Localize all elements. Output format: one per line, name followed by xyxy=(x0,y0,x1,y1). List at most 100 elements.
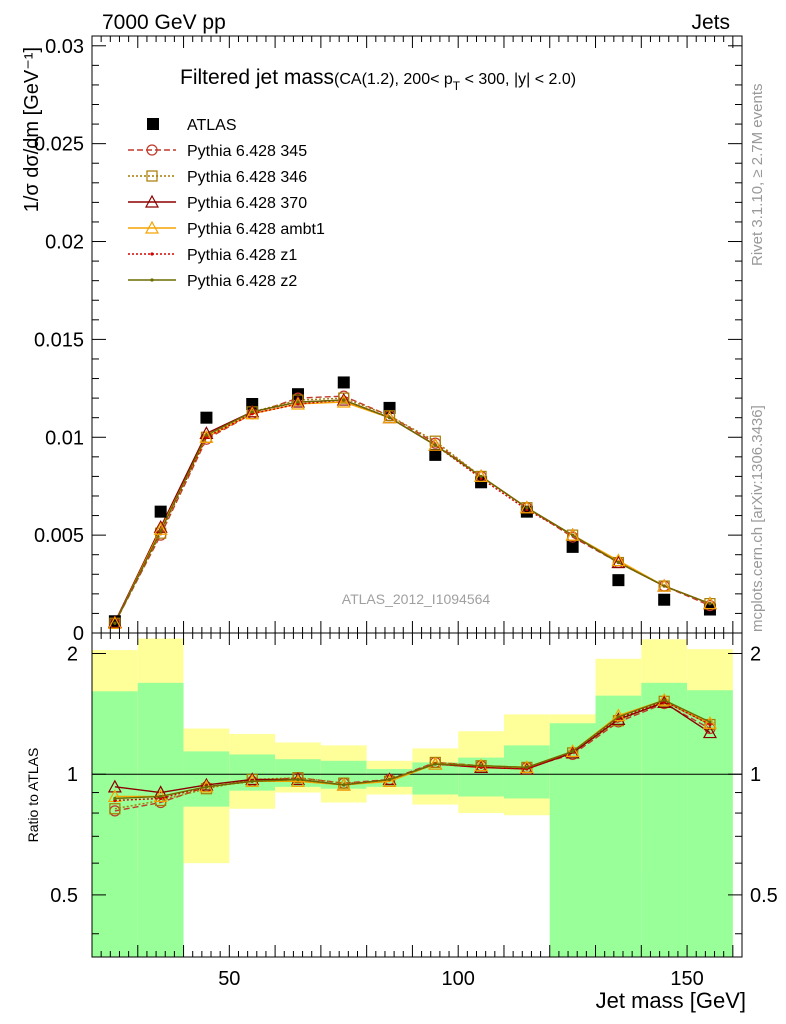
mc-series-line xyxy=(114,399,711,623)
mc-point xyxy=(474,469,489,483)
mc-point xyxy=(571,533,575,537)
data-point xyxy=(291,388,304,401)
mc-point xyxy=(433,443,437,447)
data-point xyxy=(566,540,579,553)
ratio-plot-area xyxy=(92,692,742,817)
legend-marker xyxy=(144,220,160,234)
mc-point xyxy=(616,560,621,565)
ratio-point xyxy=(113,796,117,801)
ratio-band-inner xyxy=(687,690,733,957)
legend-label: Pythia 6.428 ambt1 xyxy=(187,221,325,238)
mc-point xyxy=(382,410,397,424)
ratio-point xyxy=(708,720,712,724)
y-tick-label: 0.005 xyxy=(34,525,84,547)
x-tick-label: 100 xyxy=(442,968,475,990)
ratio-point xyxy=(387,777,392,782)
ratio-point xyxy=(109,803,121,815)
data-point xyxy=(429,448,442,461)
ratio-point xyxy=(250,779,254,783)
ratio-point xyxy=(708,722,712,727)
mc-point xyxy=(296,400,300,404)
legend: ATLAS Pythia 6.428 345 Pythia 6.428 346 Pyt… xyxy=(128,117,325,290)
ratio-band-inner xyxy=(137,682,184,957)
data-point xyxy=(154,505,167,518)
data-point xyxy=(703,603,716,616)
x-axis-label: Jet mass [GeV] xyxy=(596,988,746,1013)
ratio-point xyxy=(616,715,621,719)
ratio-point xyxy=(479,764,483,768)
ratio-point xyxy=(296,777,300,782)
analysis-watermark: ATLAS_2012_I1094564 xyxy=(342,591,491,607)
legend-label: Pythia 6.428 345 xyxy=(187,143,307,160)
ratio-point xyxy=(159,794,163,799)
legend-marker xyxy=(150,252,154,256)
source-label: mcplots.cern.ch [arXiv:1306.3436] xyxy=(749,405,766,632)
y-tick-label: 0.03 xyxy=(45,36,84,58)
ratio-point xyxy=(565,744,580,757)
mc-point xyxy=(611,553,626,567)
axes: 0 0.005 0.01 0.015 0.02 0.025 0.03 50 100 150 0.5 0… xyxy=(34,36,778,990)
ratio-point xyxy=(199,777,214,791)
header-right: Jets xyxy=(691,11,730,34)
legend-label: ATLAS xyxy=(187,117,237,134)
ratio-point xyxy=(657,692,672,706)
ratio-point xyxy=(204,785,209,789)
ratio-point xyxy=(571,749,575,753)
data-point xyxy=(658,593,671,606)
mc-point xyxy=(290,396,305,410)
mc-point xyxy=(245,406,260,420)
mc-point xyxy=(342,398,346,402)
ratio-point xyxy=(433,762,437,766)
mc-point xyxy=(662,584,666,588)
mc-point xyxy=(519,500,534,514)
mc-point xyxy=(290,394,305,408)
ratio-y-tick-label: 2 xyxy=(67,644,78,666)
mc-point xyxy=(107,615,122,629)
legend-label: Pythia 6.428 z1 xyxy=(187,247,297,264)
ratio-band-inner xyxy=(595,695,642,957)
ratio-y-tick-label: 0.5 xyxy=(50,885,78,907)
ratio-band-inner xyxy=(549,723,596,957)
data-point xyxy=(200,411,213,424)
main-ylabel: 1/σ dσ/dm [GeV⁻¹] xyxy=(21,47,43,212)
mc-series-line xyxy=(114,399,711,624)
ratio-band-inner xyxy=(458,757,504,797)
ratio-y-tick-label: 1 xyxy=(67,764,78,786)
mc-point xyxy=(113,621,117,625)
data-point xyxy=(520,505,533,518)
ratio-series-line xyxy=(114,699,711,800)
mc-point xyxy=(159,529,163,533)
ratio-point xyxy=(702,715,717,729)
ratio-y-tick-label-right: 1 xyxy=(750,764,761,786)
mc-point xyxy=(708,602,712,606)
data-point xyxy=(612,574,625,587)
y-tick-label: 0 xyxy=(73,623,84,645)
mc-point xyxy=(199,430,214,443)
mc-point xyxy=(428,437,443,451)
y-tick-label: 0.025 xyxy=(34,134,84,156)
data-point xyxy=(337,376,350,389)
mc-point xyxy=(250,410,254,414)
legend-marker xyxy=(150,278,154,282)
mc-point xyxy=(611,555,626,569)
mc-point xyxy=(702,596,717,610)
ratio-point xyxy=(704,718,716,731)
y-tick-label: 0.02 xyxy=(45,232,84,254)
mc-point xyxy=(336,394,351,408)
legend-marker xyxy=(147,118,159,130)
data-point xyxy=(475,476,488,489)
ratio-point xyxy=(290,774,305,787)
mc-point xyxy=(153,522,168,535)
legend-marker xyxy=(146,170,158,182)
ratio-point xyxy=(662,698,666,702)
mc-point xyxy=(565,527,580,541)
y-tick-label: 0.01 xyxy=(45,427,84,449)
legend-label: Pythia 6.428 z2 xyxy=(187,273,297,290)
mc-point xyxy=(479,474,483,479)
ratio-plot-frame xyxy=(91,632,743,958)
ratio-ylabel: Ratio to ATLAS xyxy=(25,748,41,843)
legend-marker xyxy=(144,194,160,208)
legend-label: Pythia 6.428 370 xyxy=(187,195,307,212)
mc-point xyxy=(204,433,209,437)
